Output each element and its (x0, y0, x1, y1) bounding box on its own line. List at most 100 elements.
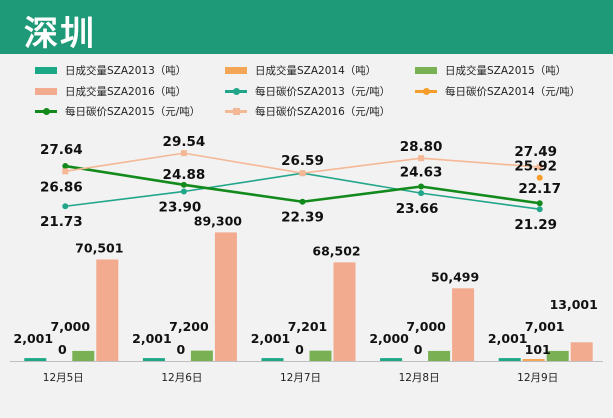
data-label-vol2015-3: 7,000 (406, 319, 446, 334)
data-label-price2013-4: 21.29 (514, 217, 557, 233)
bar-vol2016-2 (333, 262, 356, 361)
legend-swatch (225, 87, 247, 95)
legend-label: 每日碳价SZA2016（元/吨） (255, 105, 391, 118)
bar-vol2016-1 (214, 232, 237, 361)
data-label-vol2014-1: 0 (177, 342, 186, 357)
data-label-vol2015-4: 7,001 (525, 319, 565, 334)
data-label-vol2013-1: 2,001 (132, 331, 172, 346)
title-bar: 深圳 (0, 0, 613, 54)
legend-item-vol2013: 日成交量SZA2013（吨） (35, 62, 186, 78)
x-tick-label: 12月9日 (517, 372, 558, 384)
bar-vol2016-0 (96, 259, 119, 361)
data-label-vol2013-4: 2,001 (488, 331, 528, 346)
legend-item-price2016: 每日碳价SZA2016（元/吨） (225, 103, 390, 119)
data-label-vol2015-2: 7,201 (288, 319, 328, 334)
bar-vol2015-2 (309, 350, 332, 361)
data-label-price2015-1: 24.88 (163, 167, 206, 183)
marker-price2016-2 (299, 170, 306, 177)
legend-item-vol2015: 日成交量SZA2015（吨） (415, 62, 566, 78)
bar-vol2013-3 (380, 358, 403, 361)
data-label-vol2016-1: 89,300 (194, 213, 243, 228)
data-label-vol2013-0: 2,001 (14, 331, 54, 346)
data-label-vol2014-3: 0 (414, 342, 423, 357)
marker-price2015-1 (180, 181, 187, 188)
marker-price2013-1 (180, 188, 187, 195)
legend-label: 每日碳价SZA2014（元/吨） (445, 85, 581, 98)
legend-swatch (225, 66, 247, 74)
x-tick-label: 12月7日 (280, 372, 321, 384)
marker-price2015-4 (536, 200, 543, 207)
legend-label: 每日碳价SZA2015（元/吨） (65, 105, 201, 118)
bar-vol2013-2 (261, 358, 284, 361)
bar-vol2015-0 (72, 350, 95, 361)
legend-item-vol2016: 日成交量SZA2016（吨） (35, 83, 186, 99)
legend-label: 每日碳价SZA2013（元/吨） (255, 85, 391, 98)
data-label-vol2016-3: 50,499 (431, 269, 479, 284)
bar-vol2014-4 (522, 359, 545, 361)
legend-label: 日成交量SZA2016（吨） (65, 85, 187, 98)
data-label-vol2015-0: 7,000 (51, 319, 91, 334)
marker-price2013-4 (536, 206, 543, 213)
data-label-vol2014-2: 0 (295, 342, 304, 357)
bar-vol2013-1 (142, 358, 165, 361)
data-label-vol2014-4: 101 (525, 342, 551, 357)
data-label-price2014-4: 25.92 (514, 159, 557, 175)
bar-vol2015-3 (428, 350, 451, 361)
chart-legend: 日成交量SZA2013（吨） 日成交量SZA2014（吨） 日成交量SZA2015（… (0, 62, 613, 122)
legend-swatch (415, 87, 437, 95)
data-label-price2015-4: 22.17 (518, 181, 561, 197)
data-label-vol2015-1: 7,200 (169, 319, 209, 334)
data-label-vol2013-3: 2,000 (369, 331, 409, 346)
data-label-price2015-0: 27.64 (40, 142, 83, 158)
marker-price2014-4 (536, 174, 543, 181)
data-label-price2016-4: 27.49 (514, 144, 557, 160)
data-label-price2015-3: 24.63 (400, 165, 443, 181)
marker-price2015-3 (418, 183, 425, 190)
bar-vol2016-3 (452, 288, 475, 361)
bar-vol2013-4 (498, 358, 521, 361)
bar-vol2015-1 (190, 350, 213, 361)
bar-vol2015-4 (546, 350, 569, 361)
data-label-price2013-2: 26.59 (281, 153, 324, 169)
legend-swatch (225, 107, 247, 115)
marker-price2013-0 (62, 203, 69, 210)
data-label-price2016-1: 29.54 (163, 134, 206, 150)
marker-price2016-4 (536, 164, 543, 171)
data-label-price2013-0: 21.73 (40, 214, 83, 230)
legend-label: 日成交量SZA2014（吨） (255, 64, 377, 77)
data-label-price2013-3: 23.66 (396, 201, 439, 217)
data-label-price2016-0: 26.86 (40, 179, 83, 195)
data-label-vol2016-2: 68,502 (312, 243, 360, 258)
marker-price2016-0 (62, 168, 69, 175)
x-tick-label: 12月5日 (43, 372, 84, 384)
marker-price2015-0 (62, 163, 69, 170)
legend-item-price2014: 每日碳价SZA2014（元/吨） (415, 83, 580, 99)
data-label-price2015-2: 22.39 (281, 210, 324, 226)
data-label-vol2016-0: 70,501 (75, 240, 123, 255)
marker-price2016-1 (180, 150, 187, 157)
legend-item-price2013: 每日碳价SZA2013（元/吨） (225, 83, 390, 99)
legend-swatch (35, 87, 57, 95)
data-label-vol2016-4: 13,001 (550, 297, 598, 312)
data-label-price2013-1: 23.90 (159, 199, 202, 215)
marker-price2013-3 (418, 190, 425, 197)
x-tick-label: 12月8日 (399, 372, 440, 384)
page-title: 深圳 (24, 14, 96, 54)
legend-swatch (415, 66, 437, 74)
bar-vol2016-4 (570, 342, 593, 361)
data-label-price2016-3: 28.80 (400, 139, 443, 155)
legend-item-vol2014: 日成交量SZA2014（吨） (225, 62, 376, 78)
legend-swatch (35, 107, 57, 115)
data-label-vol2013-2: 2,001 (251, 331, 291, 346)
legend-swatch (35, 66, 57, 74)
legend-item-price2015: 每日碳价SZA2015（元/吨） (35, 103, 200, 119)
marker-price2016-3 (418, 155, 425, 162)
data-label-vol2014-0: 0 (58, 342, 67, 357)
x-tick-label: 12月6日 (161, 372, 202, 384)
legend-label: 日成交量SZA2015（吨） (445, 64, 567, 77)
bar-vol2013-0 (24, 358, 47, 361)
legend-label: 日成交量SZA2013（吨） (65, 64, 187, 77)
marker-price2015-2 (299, 198, 306, 205)
